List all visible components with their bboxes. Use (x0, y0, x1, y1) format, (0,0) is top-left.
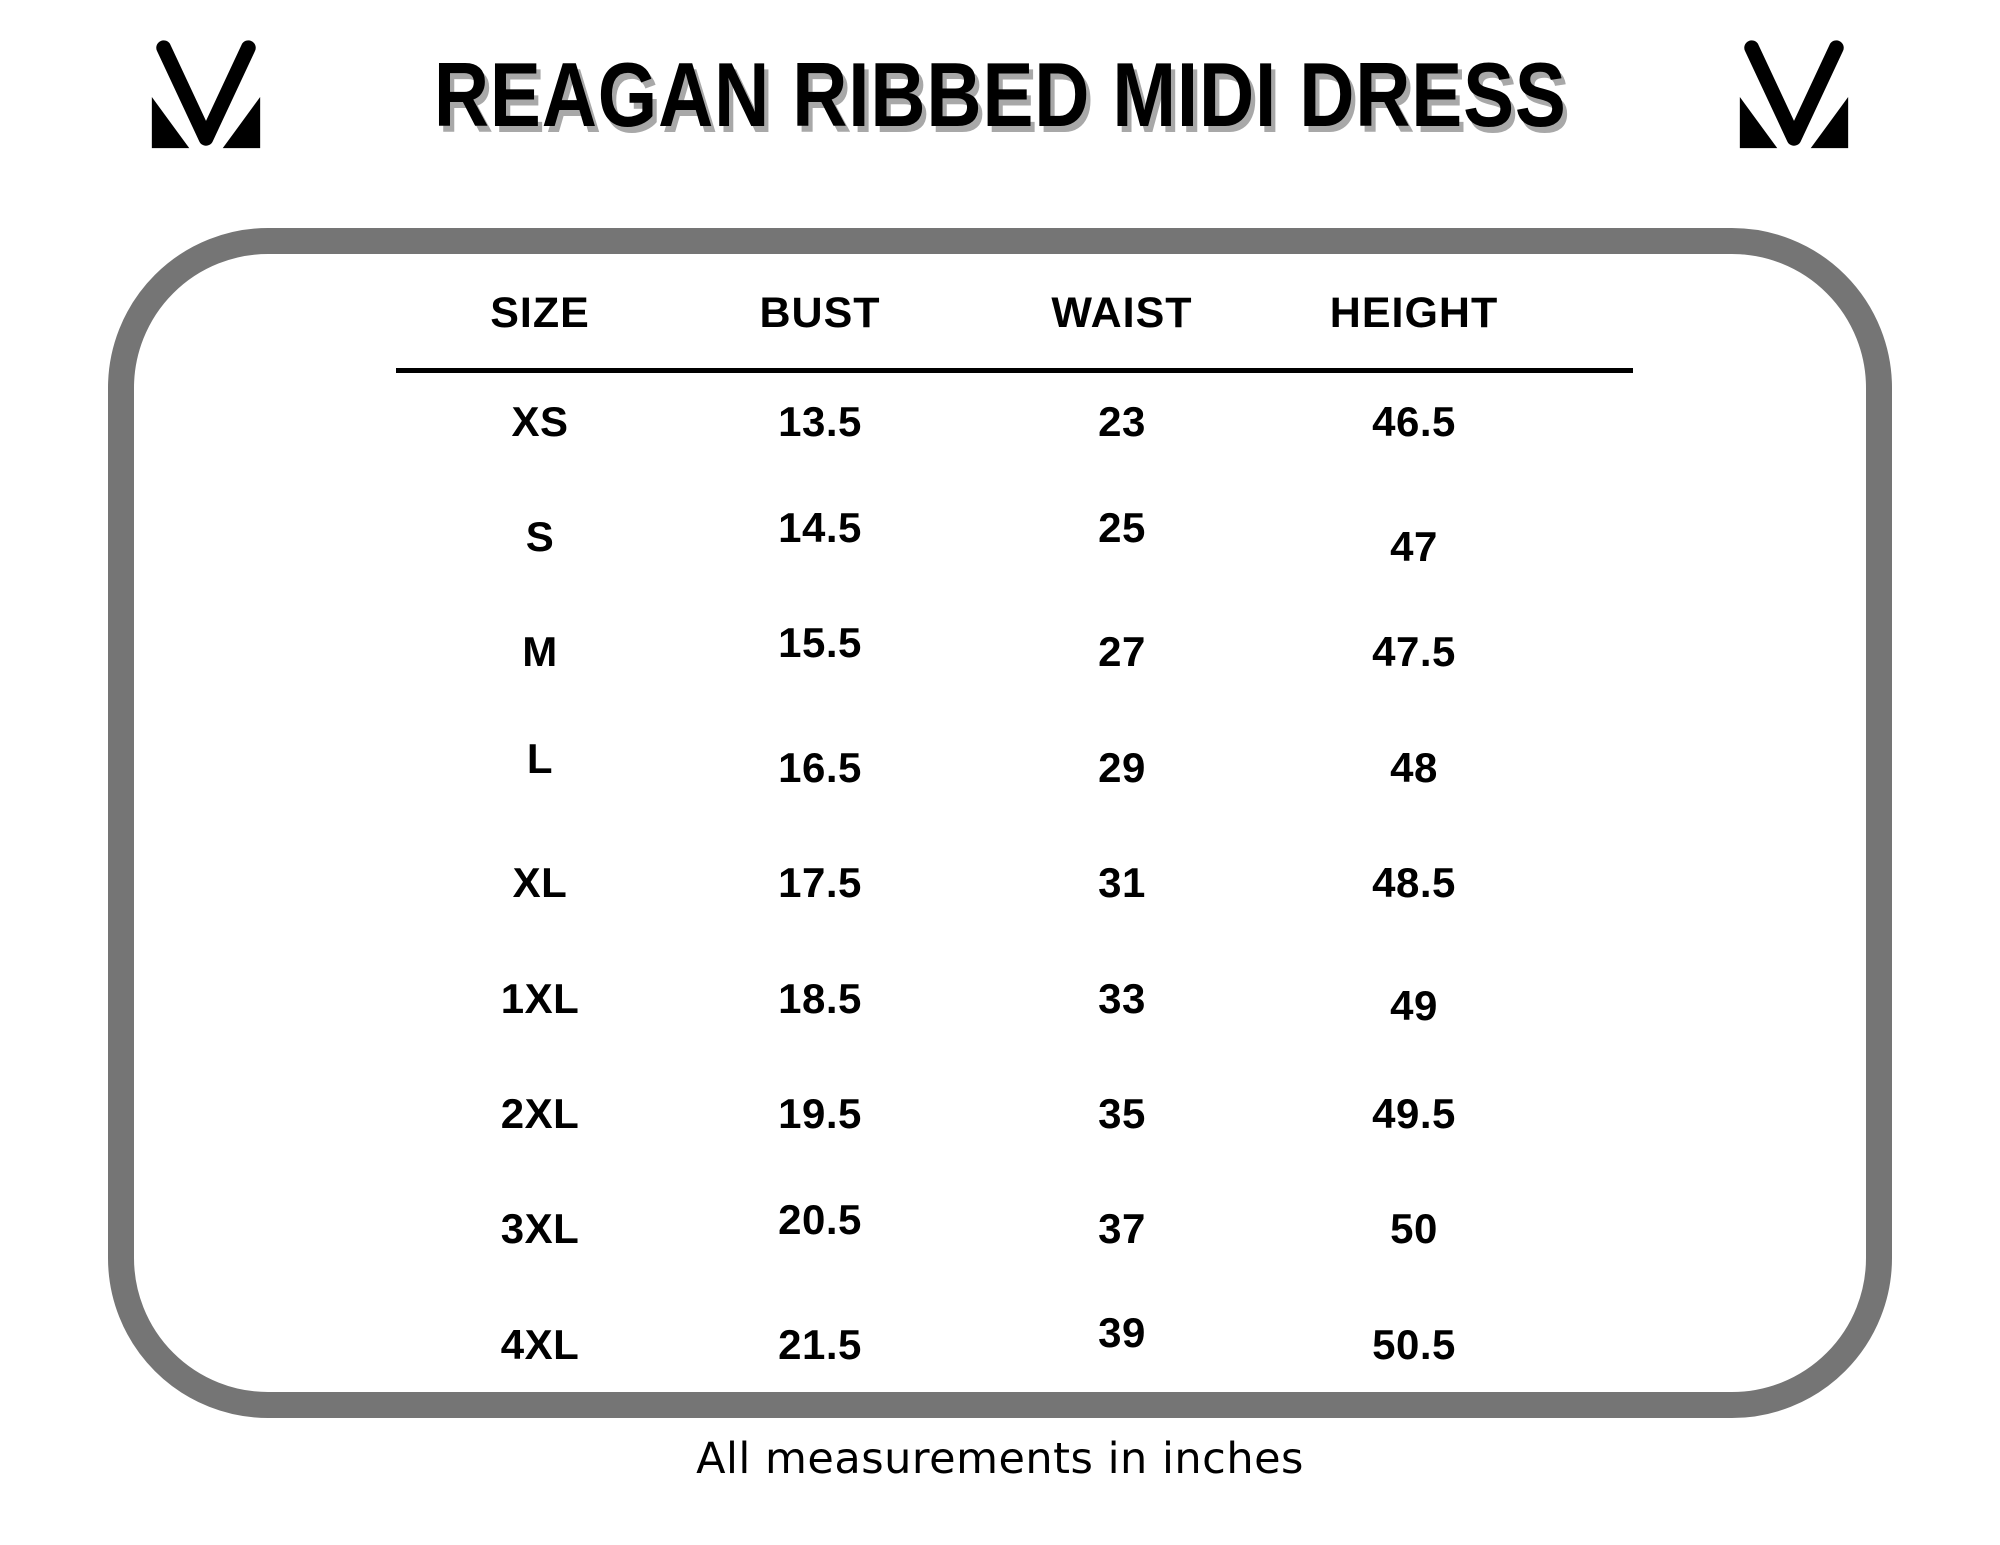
cell-size: 3XL (500, 1205, 580, 1253)
cell-waist: 27 (1098, 628, 1146, 676)
cell-size: XL (512, 859, 568, 907)
size-chart-table: SIZE BUST WAIST HEIGHT XS 13.5 23 46.5 S… (395, 262, 1539, 1403)
column-header-size: SIZE (490, 288, 590, 337)
cell-height: 49.5 (1372, 1090, 1456, 1138)
cell-bust: 19.5 (778, 1090, 862, 1138)
size-chart-panel (108, 228, 1892, 1418)
cell-height: 46.5 (1372, 397, 1456, 445)
cell-height: 49 (1390, 981, 1438, 1029)
cell-size: 2XL (500, 1090, 580, 1138)
cell-size: 4XL (500, 1320, 580, 1368)
brand-header: REAGAN RIBBED MIDI DRESS (0, 30, 2000, 162)
m-monogram-icon (1740, 40, 1849, 149)
cell-waist: 23 (1098, 397, 1146, 445)
column-header-height: HEIGHT (1329, 288, 1499, 337)
cell-waist: 37 (1098, 1205, 1146, 1253)
cell-size: XS (511, 397, 569, 445)
header-divider (396, 368, 1633, 373)
m-monogram-icon (151, 40, 260, 149)
cell-height: 50.5 (1372, 1320, 1456, 1368)
cell-bust: 13.5 (778, 397, 862, 445)
cell-waist: 35 (1098, 1090, 1146, 1138)
cell-waist: 31 (1098, 859, 1146, 907)
cell-waist: 25 (1098, 504, 1146, 552)
cell-size: M (522, 628, 558, 676)
cell-bust: 16.5 (778, 743, 862, 791)
cell-bust: 14.5 (778, 504, 862, 552)
cell-bust: 18.5 (778, 974, 862, 1022)
cell-size: S (525, 513, 555, 561)
cell-waist: 33 (1098, 974, 1146, 1022)
cell-height: 47.5 (1372, 628, 1456, 676)
cell-bust: 17.5 (778, 859, 862, 907)
measurements-note: All measurements in inches (696, 1434, 1304, 1484)
cell-waist: 29 (1098, 743, 1146, 791)
cell-bust: 20.5 (778, 1196, 862, 1244)
column-header-bust: BUST (759, 288, 881, 337)
page-title: REAGAN RIBBED MIDI DRESS (433, 45, 1567, 146)
cell-bust: 15.5 (778, 619, 862, 667)
cell-height: 48.5 (1372, 859, 1456, 907)
column-header-waist: WAIST (1051, 288, 1193, 337)
cell-height: 48 (1390, 743, 1438, 791)
cell-waist: 39 (1098, 1308, 1146, 1356)
cell-size: 1XL (500, 974, 580, 1022)
cell-bust: 21.5 (778, 1320, 862, 1368)
cell-height: 47 (1390, 523, 1438, 571)
cell-height: 50 (1390, 1205, 1438, 1253)
cell-size: L (526, 734, 554, 782)
